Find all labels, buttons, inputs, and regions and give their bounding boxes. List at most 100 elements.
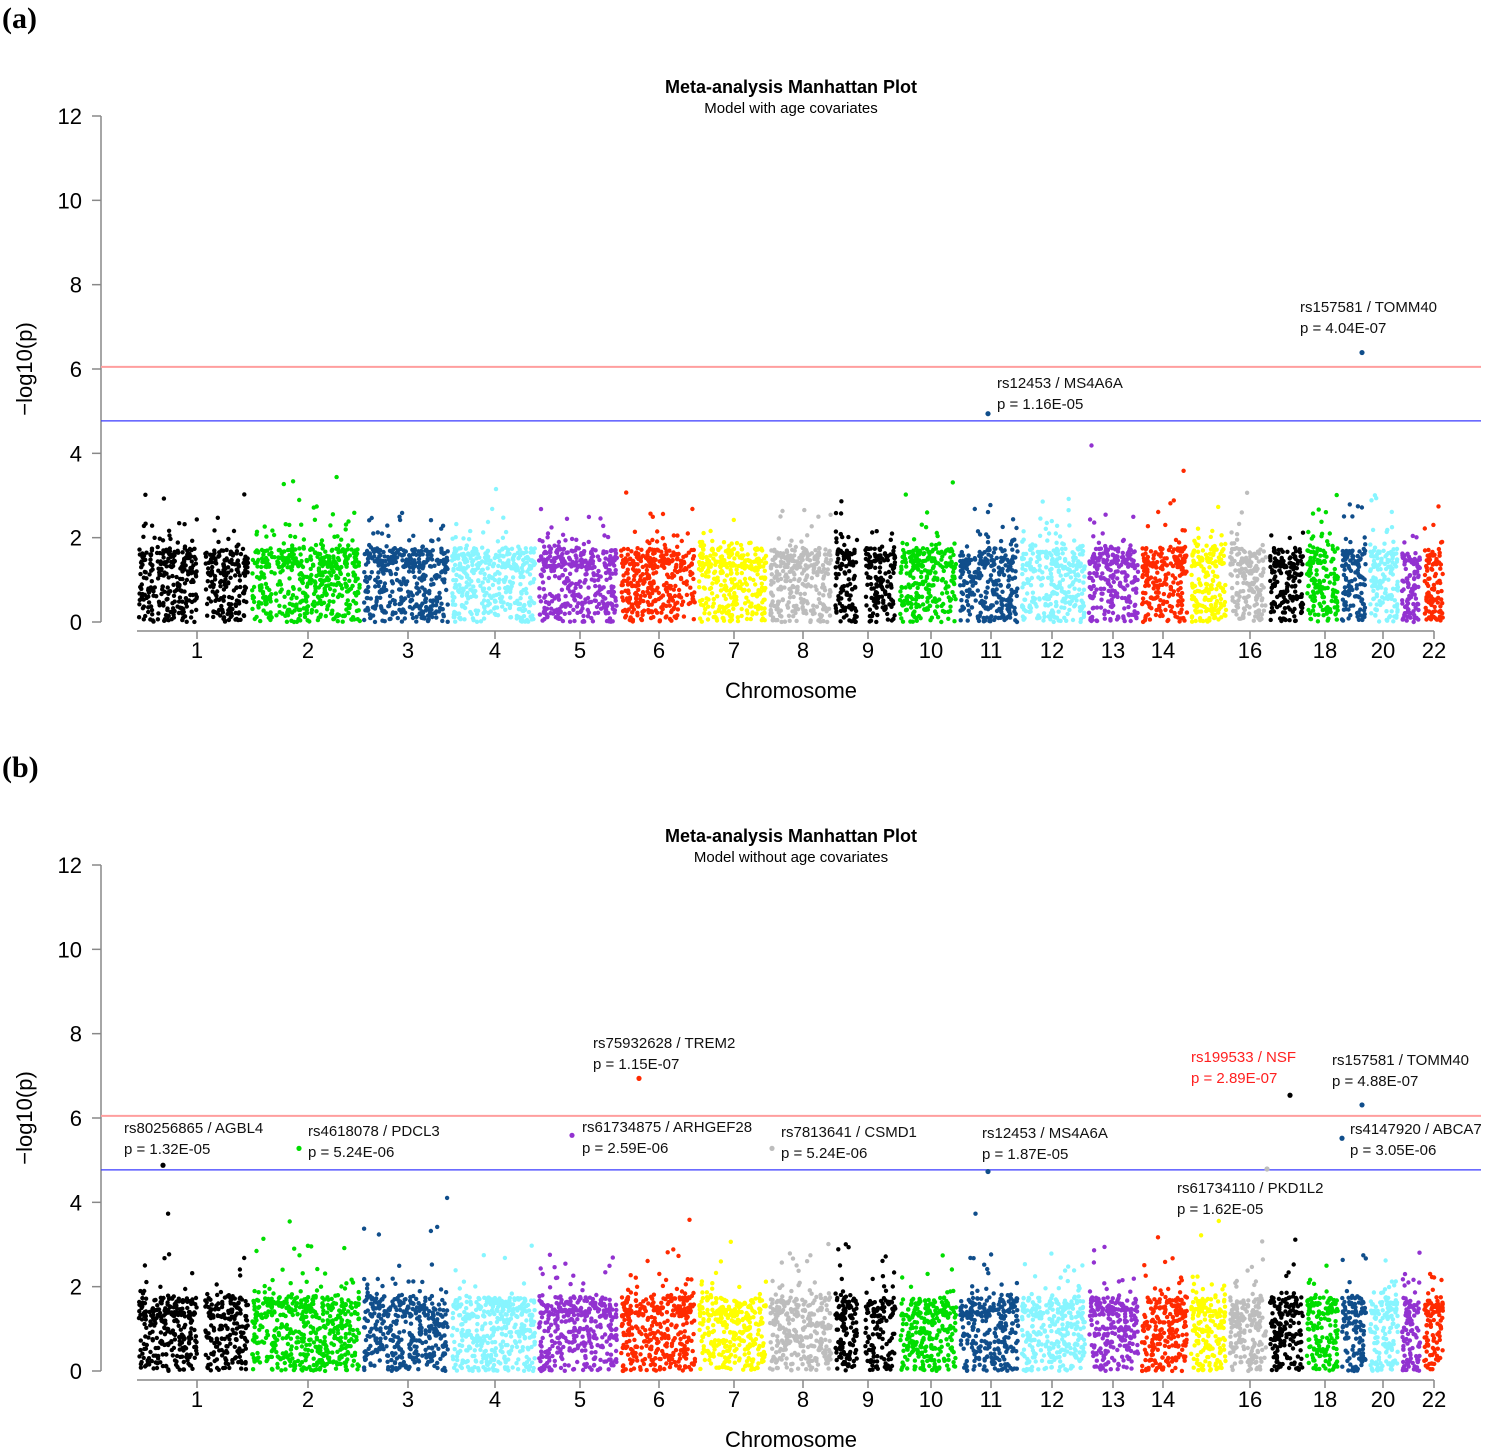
data-point-chr12 bbox=[1043, 550, 1048, 556]
data-point-chr16 bbox=[1241, 595, 1247, 600]
data-point-chr2 bbox=[326, 583, 331, 588]
data-point-chr5 bbox=[610, 571, 615, 576]
data-point-chr11 bbox=[984, 606, 989, 611]
data-point-chr8 bbox=[809, 551, 815, 556]
data-point-chr1 bbox=[206, 596, 211, 601]
data-point-chr15 bbox=[1223, 582, 1228, 588]
data-point-chr5 bbox=[552, 565, 557, 570]
data-point-chr4 bbox=[480, 586, 485, 591]
data-point-chr8 bbox=[802, 546, 807, 552]
data-point-chr13 bbox=[1131, 514, 1136, 519]
data-point-chr10 bbox=[898, 611, 903, 617]
data-point-chr1 bbox=[192, 546, 197, 551]
data-point-chr11 bbox=[958, 618, 963, 623]
data-point-chr5 bbox=[589, 577, 594, 582]
data-point-chr6 bbox=[651, 614, 656, 620]
data-point-chr2 bbox=[294, 619, 300, 624]
data-point-chr13 bbox=[1115, 569, 1120, 574]
data-point-chr15 bbox=[1212, 594, 1218, 600]
data-point-chr4 bbox=[460, 590, 465, 595]
data-point-chr3 bbox=[381, 549, 386, 555]
data-point-chr2 bbox=[335, 581, 340, 586]
data-point-chr3 bbox=[367, 576, 372, 581]
data-point-chr3 bbox=[427, 564, 433, 569]
data-point-chr2 bbox=[323, 591, 329, 596]
data-point-chr2 bbox=[329, 563, 334, 568]
data-point-chr4 bbox=[471, 590, 477, 596]
data-point-chr4 bbox=[518, 618, 524, 624]
data-point-chr10 bbox=[933, 542, 939, 548]
data-point-chr14 bbox=[1157, 613, 1163, 619]
data-point-chr5 bbox=[574, 537, 579, 542]
data-point-chr15 bbox=[1221, 588, 1226, 594]
data-point-chr6 bbox=[686, 601, 691, 607]
data-point-chr11 bbox=[992, 617, 997, 623]
data-point-chr3 bbox=[392, 601, 398, 607]
data-point-chr2 bbox=[353, 558, 358, 563]
data-point-chr12 bbox=[1025, 591, 1030, 596]
data-point-chr4 bbox=[528, 595, 533, 600]
data-point-chr7 bbox=[734, 571, 740, 576]
data-point-chr9 bbox=[847, 581, 853, 587]
data-point-chr2 bbox=[346, 543, 351, 548]
data-point-chr12 bbox=[1056, 569, 1062, 575]
data-point-chr14 bbox=[1157, 603, 1162, 608]
data-point-chr3 bbox=[441, 561, 447, 567]
data-point-chr4 bbox=[476, 578, 481, 583]
data-point-chr2 bbox=[304, 584, 310, 589]
data-point-chr1 bbox=[211, 614, 216, 620]
data-point-chr1 bbox=[233, 573, 238, 578]
data-point-chr8 bbox=[803, 577, 808, 583]
data-point-chr5 bbox=[611, 584, 616, 590]
x-tick-label: 5 bbox=[574, 638, 586, 663]
data-point-chr15 bbox=[1214, 598, 1220, 604]
data-point-chr6 bbox=[660, 555, 665, 560]
data-point-chr7 bbox=[705, 557, 710, 562]
data-point-chr2 bbox=[301, 546, 306, 551]
data-point-chr4 bbox=[465, 564, 471, 569]
data-point-chr3 bbox=[420, 610, 426, 616]
data-point-chr1 bbox=[171, 582, 176, 587]
data-point-chr8 bbox=[774, 570, 779, 575]
data-point-chr7 bbox=[724, 561, 729, 567]
data-point-chr14 bbox=[1176, 587, 1181, 593]
data-point-chr15 bbox=[1221, 547, 1226, 552]
data-point-chr3 bbox=[390, 612, 395, 617]
data-point-chr8 bbox=[768, 564, 774, 569]
data-point-chr2 bbox=[258, 618, 263, 624]
data-point-chr9 bbox=[842, 570, 847, 575]
data-point-chr4 bbox=[497, 586, 502, 591]
data-point-chr12 bbox=[1020, 571, 1025, 577]
data-point-chr15 bbox=[1219, 542, 1224, 547]
data-point-chr5 bbox=[579, 564, 584, 570]
data-point-chr11 bbox=[1010, 517, 1016, 522]
data-point-chr1 bbox=[142, 592, 147, 597]
data-point-chr13 bbox=[1110, 559, 1115, 564]
data-point-chr2 bbox=[269, 592, 274, 597]
data-point-chr4 bbox=[463, 556, 468, 562]
data-point-chr7 bbox=[734, 540, 740, 546]
data-point-chr5 bbox=[590, 559, 595, 564]
data-point-chr1 bbox=[236, 569, 241, 575]
data-point-chr1 bbox=[169, 609, 174, 615]
data-point-chr1 bbox=[171, 593, 177, 598]
data-point-chr2 bbox=[347, 553, 353, 558]
data-point-chr4 bbox=[500, 535, 506, 540]
data-point-chr7 bbox=[763, 560, 769, 565]
data-point-chr11 bbox=[966, 594, 971, 599]
data-point-chr8 bbox=[793, 544, 798, 550]
data-point-chr9 bbox=[885, 579, 890, 584]
data-point-chr1 bbox=[175, 584, 181, 589]
data-point-chr8 bbox=[816, 514, 821, 519]
data-point-chr9 bbox=[839, 586, 844, 591]
data-point-chr3 bbox=[378, 595, 383, 600]
data-point-chr8 bbox=[827, 561, 832, 566]
data-point-chr1 bbox=[180, 617, 185, 623]
data-point-chr10 bbox=[916, 593, 921, 599]
data-point-chr5 bbox=[601, 605, 606, 610]
data-point-chr9 bbox=[874, 619, 879, 625]
data-point-chr13 bbox=[1108, 545, 1114, 550]
data-point-chr3 bbox=[375, 580, 380, 585]
data-point-chr9 bbox=[874, 605, 879, 610]
data-point-chr7 bbox=[711, 601, 716, 606]
